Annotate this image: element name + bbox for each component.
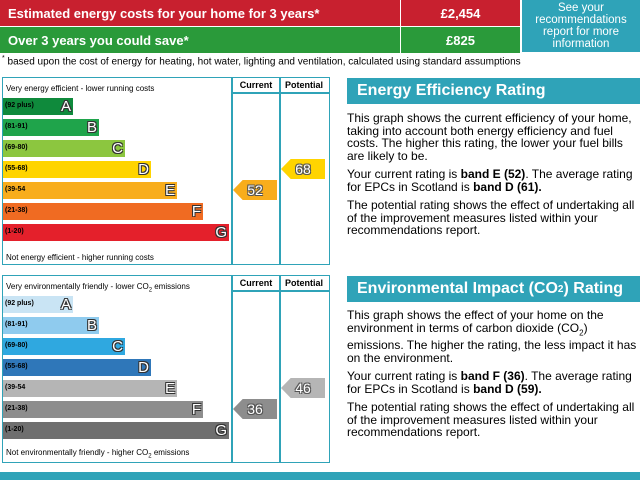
environment-band-d: (55-68) D bbox=[3, 359, 151, 376]
savings-value: £825 bbox=[401, 27, 520, 53]
band-range-label: (21-38) bbox=[5, 207, 28, 214]
environment-band-a: (92 plus) A bbox=[3, 296, 73, 313]
environmental-impact-description: This graph shows the effect of your home… bbox=[347, 308, 637, 440]
environment-band-g: (1-20) G bbox=[3, 422, 229, 439]
energy-band-b: (81-91) B bbox=[3, 119, 99, 136]
chart-top-caption: Very energy efficient - lower running co… bbox=[6, 84, 155, 93]
chart-top-caption: Very environmentally friendly - lower CO… bbox=[6, 282, 190, 294]
energy-band-f: (21-38) F bbox=[3, 203, 203, 220]
band-letter: F bbox=[191, 401, 201, 418]
band-letter: D bbox=[138, 359, 149, 376]
energy-band-g: (1-20) G bbox=[3, 224, 229, 241]
energy-band-e: (39-54 E bbox=[3, 182, 177, 199]
band-range-label: (81-91) bbox=[5, 321, 28, 328]
footnote-mark: * bbox=[2, 55, 5, 62]
band-range-label: (55-68) bbox=[5, 363, 28, 370]
energy-efficiency-title: Energy Efficiency Rating bbox=[347, 78, 640, 104]
band-range-label: (21-38) bbox=[5, 405, 28, 412]
band-range-label: (55-68) bbox=[5, 165, 28, 172]
bottom-banner bbox=[0, 472, 640, 480]
environment-current-rating-arrow: 36 bbox=[233, 399, 277, 419]
environment-band-b: (81-91) B bbox=[3, 317, 99, 334]
current-column-header: Current bbox=[239, 278, 273, 288]
band-letter: E bbox=[164, 380, 175, 397]
band-letter: G bbox=[215, 422, 227, 439]
chart-bottom-caption: Not energy efficient - higher running co… bbox=[6, 253, 154, 262]
band-range-label: (39-54 bbox=[5, 384, 26, 391]
energy-band-c: (69-80) C bbox=[3, 140, 125, 157]
environment-band-f: (21-38) F bbox=[3, 401, 203, 418]
band-letter: A bbox=[60, 98, 71, 115]
band-letter: G bbox=[215, 224, 227, 241]
band-range-label: (69-80) bbox=[5, 144, 28, 151]
energy-current-rating-arrow: 52 bbox=[233, 180, 277, 200]
environment-band-c: (69-80) C bbox=[3, 338, 125, 355]
band-letter: A bbox=[60, 296, 71, 313]
environment-band-e: (39-54 E bbox=[3, 380, 177, 397]
current-column-header: Current bbox=[239, 80, 273, 90]
band-range-label: (1-20) bbox=[5, 426, 24, 433]
cost-footnote: * based upon the cost of energy for heat… bbox=[2, 55, 521, 67]
energy-efficiency-description: This graph shows the current efficiency … bbox=[347, 111, 635, 237]
savings-label: Over 3 years you could save* bbox=[0, 27, 400, 53]
potential-column-header: Potential bbox=[284, 80, 323, 90]
energy-efficiency-chart: Current Potential Very energy efficient … bbox=[2, 77, 330, 265]
footnote-text: based upon the cost of energy for heatin… bbox=[7, 56, 521, 68]
band-range-label: (81-91) bbox=[5, 123, 28, 130]
band-range-label: (69-80) bbox=[5, 342, 28, 349]
band-letter: C bbox=[112, 338, 123, 355]
band-letter: D bbox=[138, 161, 149, 178]
energy-potential-rating-arrow: 68 bbox=[281, 159, 325, 179]
band-range-label: (92 plus) bbox=[5, 300, 34, 307]
band-letter: E bbox=[164, 182, 175, 199]
band-range-label: (92 plus) bbox=[5, 102, 34, 109]
band-letter: C bbox=[112, 140, 123, 157]
band-range-label: (39-54 bbox=[5, 186, 26, 193]
band-letter: B bbox=[86, 317, 97, 334]
energy-cost-label: Estimated energy costs for your home for… bbox=[0, 0, 400, 26]
energy-cost-value: £2,454 bbox=[401, 0, 520, 26]
energy-band-a: (92 plus) A bbox=[3, 98, 73, 115]
environment-potential-rating-arrow: 46 bbox=[281, 378, 325, 398]
recommendations-note: See your recommendations report for more… bbox=[522, 0, 640, 52]
energy-band-d: (55-68) D bbox=[3, 161, 151, 178]
environmental-impact-chart: Current Potential Very environmentally f… bbox=[2, 275, 330, 463]
band-letter: B bbox=[86, 119, 97, 136]
environmental-impact-title: Environmental Impact (CO 2) Rating bbox=[347, 276, 640, 302]
band-letter: F bbox=[191, 203, 201, 220]
chart-bottom-caption: Not environmentally friendly - higher CO… bbox=[6, 448, 190, 460]
potential-column-header: Potential bbox=[284, 278, 323, 288]
band-range-label: (1-20) bbox=[5, 228, 24, 235]
